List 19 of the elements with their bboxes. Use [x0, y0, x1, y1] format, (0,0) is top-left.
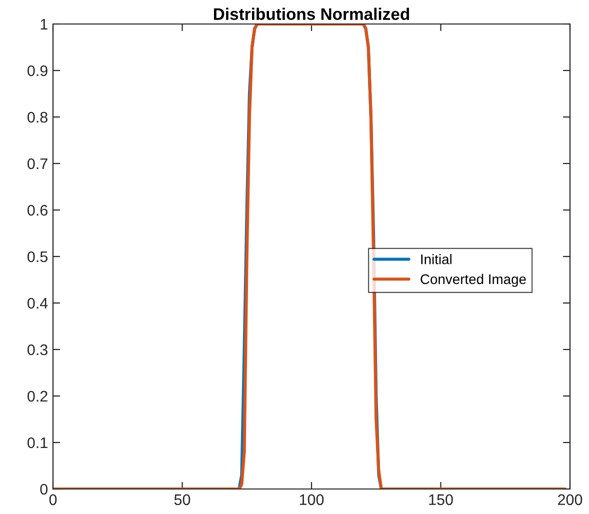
y-tick-label: 0.3 [28, 344, 48, 356]
legend-label: Converted Image [420, 274, 526, 287]
y-tick-label: 0.4 [28, 298, 48, 309]
y-tick-label: 1 [40, 19, 48, 30]
y-tick-label: 0 [40, 484, 48, 495]
x-tick-label: 100 [300, 494, 324, 506]
y-tick-label: 0.7 [28, 158, 48, 170]
y-tick-label: 0.5 [28, 251, 48, 262]
y-tick-label: 0.8 [28, 112, 48, 123]
y-tick-label: 0.2 [28, 390, 48, 402]
y-tick-label: 0.6 [28, 204, 48, 216]
x-tick-label: 50 [174, 494, 190, 506]
chart-title: Distributions Normalized [214, 8, 410, 20]
y-tick-label: 0.9 [28, 65, 48, 76]
legend-label: Initial [421, 254, 452, 264]
y-tick-label: 0.1 [28, 437, 48, 448]
x-tick-label: 0 [49, 494, 57, 506]
x-tick-label: 150 [429, 494, 453, 506]
x-tick-label: 200 [558, 494, 582, 506]
